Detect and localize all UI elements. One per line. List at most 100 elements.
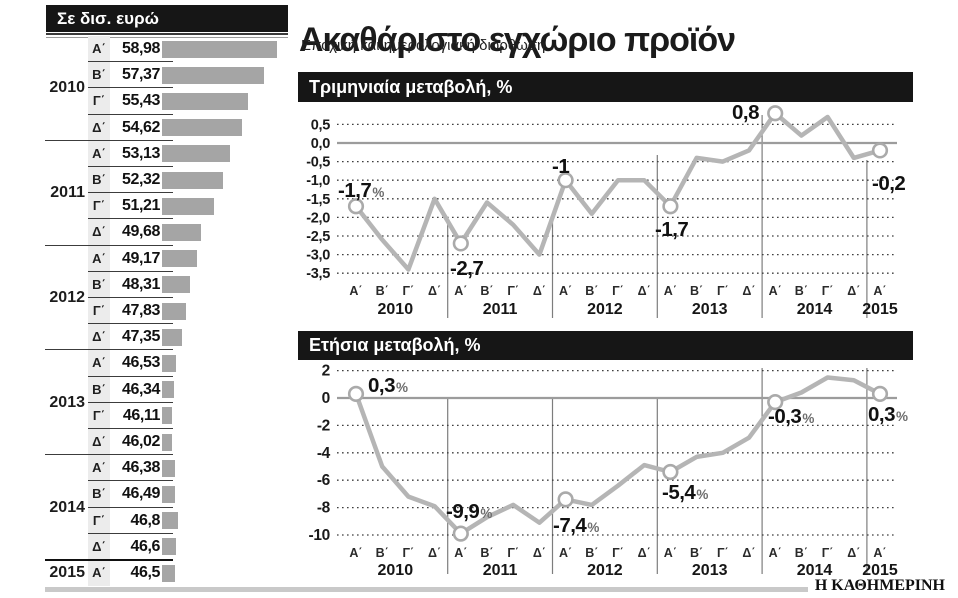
x-quarter-label: Δ΄ [428,284,441,298]
data-annotation: -1,7 [655,218,688,241]
year-separator-line [45,454,173,456]
x-quarter-label: Γ΄ [822,284,834,298]
x-quarter-label: Β΄ [690,284,703,298]
annual-chart-title: Ετήσια μεταβολή, % [309,335,481,355]
value-label: 48,31 [121,275,160,293]
value-label: 55,43 [121,92,160,110]
x-year-label: 2012 [587,301,623,318]
y-tick-label: 2 [322,363,330,380]
value-label: 46,53 [121,354,160,372]
data-point-marker [871,142,889,159]
x-quarter-label: Δ΄ [533,546,546,560]
y-tick-label: 0,5 [311,117,330,133]
x-quarter-label: Δ΄ [638,284,651,298]
row-separator-line [88,113,173,115]
quarter-label: Δ΄ [92,329,106,345]
quarter-label: Α΄ [92,250,106,266]
x-quarter-label: Α΄ [873,546,886,560]
y-tick-label: 0 [322,390,330,407]
value-bar [162,538,177,556]
data-annotation: -2,7 [450,257,483,280]
quarterly-chart-title-band: Τριμηνιαία μεταβολή, % [298,72,913,102]
data-point-marker [557,491,574,508]
bar-row: Γ΄ 51,21 [45,193,295,219]
x-quarter-label: Δ΄ [533,284,546,298]
value-label: 47,35 [121,328,160,346]
x-quarter-label: Γ΄ [717,546,729,560]
quarter-label: Β΄ [92,486,106,502]
quarter-label: Α΄ [92,145,106,161]
value-bar [162,145,230,163]
x-year-label: 2014 [797,562,833,579]
data-annotation: 0,3% [368,374,408,397]
x-quarter-label: Β΄ [795,284,808,298]
y-tick-label: -10 [308,527,330,544]
quarter-label: Γ΄ [92,303,106,318]
year-label: 2012 [49,289,85,306]
annual-chart-title-band: Ετήσια μεταβολή, % [298,331,913,360]
x-quarter-label: Γ΄ [612,546,624,560]
annotation-percent-suffix: % [802,411,814,426]
value-bar [162,276,191,294]
value-label: 46,11 [122,406,161,424]
value-label: 47,83 [121,302,160,319]
annotation-percent-suffix: % [696,487,708,502]
data-point-marker [662,198,679,215]
data-point-marker [767,394,784,411]
value-bar [162,381,175,399]
value-label: 52,32 [121,171,160,188]
year-separator-line [45,559,173,561]
quarter-label: Δ΄ [92,119,106,135]
quarter-label: Γ΄ [92,198,106,214]
value-bar [162,92,249,110]
row-separator-line [88,506,173,508]
value-bar [162,433,172,451]
x-quarter-label: Γ΄ [403,284,415,298]
value-bar [162,302,187,320]
x-quarter-label: Α΄ [349,284,362,298]
x-quarter-label: Α΄ [559,546,572,560]
value-label: 51,21 [121,197,160,215]
y-tick-label: -6 [317,472,331,489]
y-tick-label: -1,5 [306,192,330,208]
row-separator-line [88,218,173,220]
row-separator-line [88,270,173,272]
year-label: 2015 [49,564,85,582]
x-year-label: 2015 [862,301,898,318]
x-quarter-label: Β΄ [690,546,703,560]
x-year-label: 2013 [692,562,728,579]
row-separator-line [88,375,173,377]
data-line [353,375,883,536]
value-bar [162,66,264,84]
x-quarter-label: Β΄ [585,546,598,560]
annotation-percent-suffix: % [896,409,908,424]
x-quarter-label: Δ΄ [742,546,755,560]
y-tick-label: 0,0 [311,136,330,152]
data-point-marker [871,385,889,402]
y-tick-label: -3,5 [306,266,330,282]
quarter-label: Α΄ [92,460,106,476]
quarter-label: Β΄ [92,276,106,292]
bar-panel: Α΄ 58,98 Β΄ 57,37 Γ΄ 55,43 Δ΄ 54,62 2010 Α΄ 53,13 Β… [45,36,295,588]
bar-panel-title-band: Σε δισ. ευρώ [46,5,288,32]
x-year-label: 2014 [797,301,833,318]
x-quarter-label: Α΄ [349,546,362,560]
value-bar [162,459,175,477]
row-separator-line [88,297,173,298]
row-separator-line [88,61,173,63]
x-quarter-label: Γ΄ [612,284,624,298]
row-separator-line [88,192,173,194]
x-quarter-label: Β΄ [480,284,493,298]
bar-row: Δ΄ 49,68 [45,219,295,245]
y-tick-label: -0,5 [306,155,330,171]
y-tick-label: -3,0 [306,248,330,264]
value-bar [162,197,214,215]
value-label: 46,38 [121,459,160,477]
data-annotation: -5,4% [662,481,708,504]
quarter-label: Α΄ [92,41,106,56]
year-separator-line [45,139,173,141]
quarter-column-background [88,36,110,586]
bar-row: Δ΄ 46,02 [45,429,295,455]
data-annotation: 0,8 [732,101,759,124]
